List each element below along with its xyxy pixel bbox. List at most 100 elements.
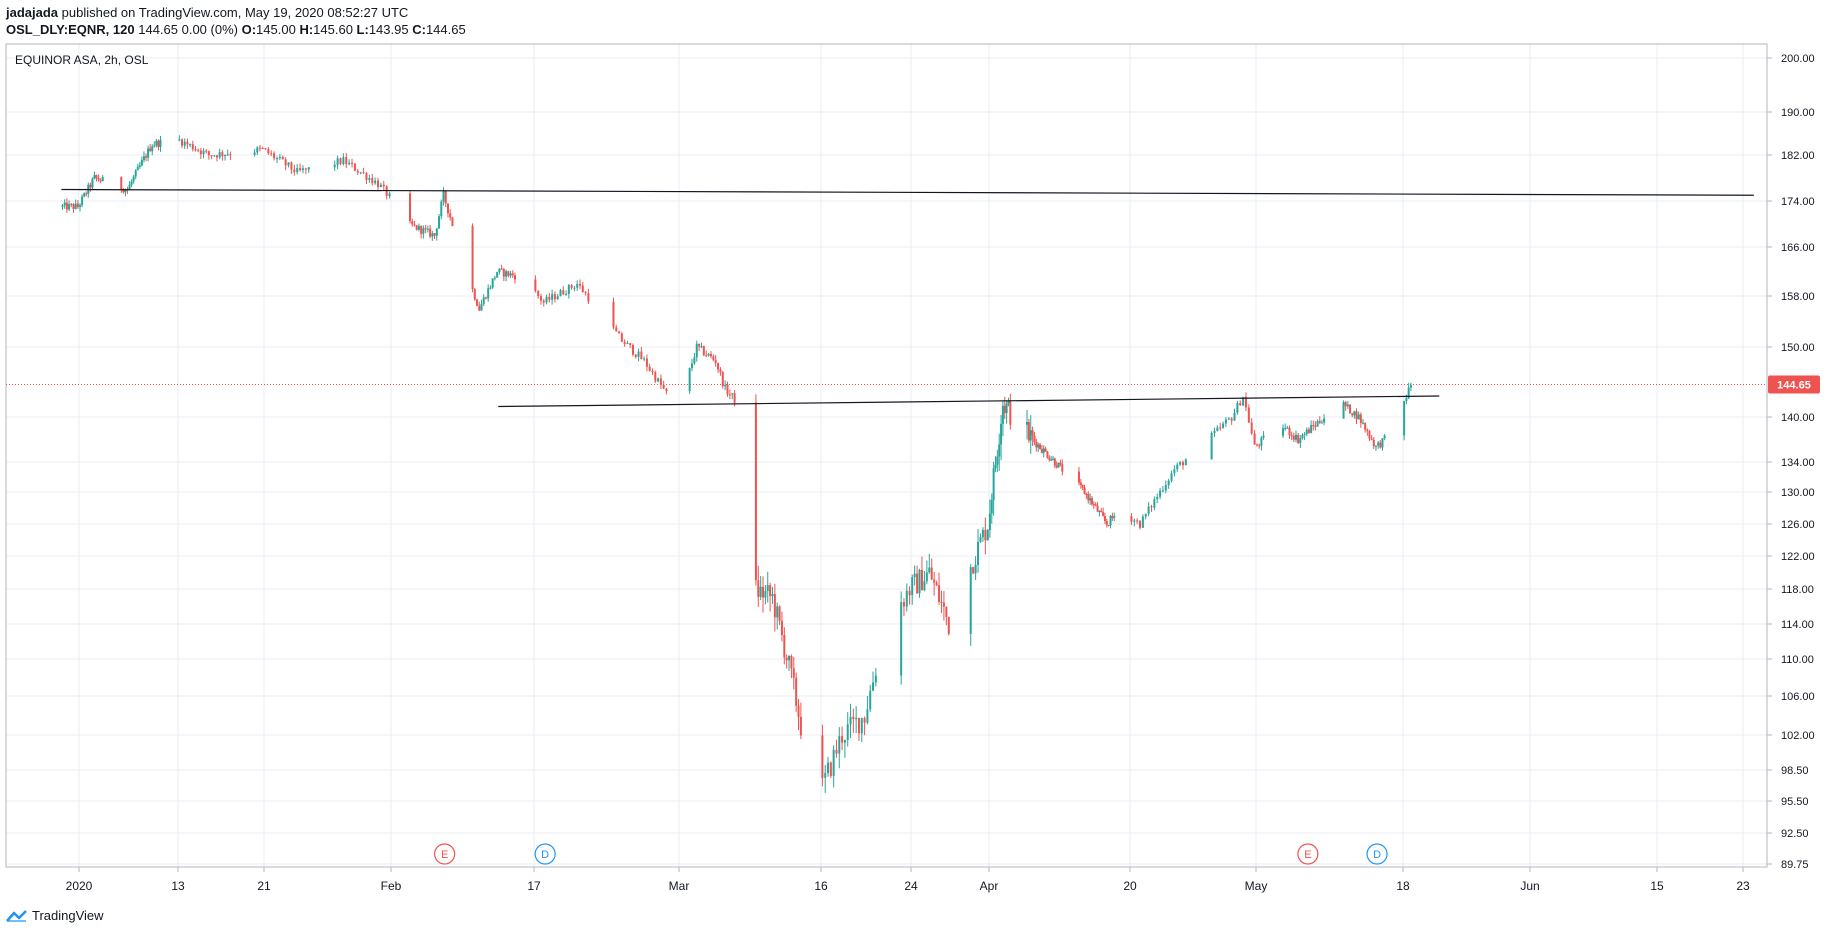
candle-body xyxy=(498,268,501,273)
candle-body xyxy=(688,368,691,392)
candle-body xyxy=(1044,448,1047,452)
candle-body xyxy=(1377,442,1380,446)
candle-body xyxy=(1227,418,1230,420)
candle-body xyxy=(662,384,665,389)
candle-body xyxy=(717,363,720,370)
candle-body xyxy=(426,228,429,230)
candle-body xyxy=(1026,422,1029,425)
candle-body xyxy=(293,169,296,173)
price-info: 144.65 0.00 (0%) xyxy=(138,22,238,37)
footer[interactable]: TradingView xyxy=(6,908,104,923)
time-axis[interactable]: 2020 13 21 Feb 17 Mar 16 24 Apr 20 May 18 Jun 15 23 xyxy=(66,867,1750,893)
candle-body xyxy=(1167,480,1170,486)
candle-body xyxy=(911,577,914,596)
candle-body xyxy=(846,724,849,740)
candle-body xyxy=(81,196,84,206)
candle-body xyxy=(382,184,385,187)
candle-body xyxy=(484,297,487,299)
candle-body xyxy=(587,293,590,302)
event-marker-label: D xyxy=(541,849,549,861)
candle-body xyxy=(534,279,537,291)
dividend-marker[interactable] xyxy=(1366,843,1388,865)
candle-body xyxy=(296,168,299,173)
candle-body xyxy=(1323,418,1326,423)
close-label: C: xyxy=(412,22,426,37)
candle-body xyxy=(1250,422,1253,434)
candle-body xyxy=(509,273,512,276)
candle-body xyxy=(827,762,830,774)
x-tick-label: 24 xyxy=(904,879,918,893)
candle-body xyxy=(215,155,218,158)
candle-body xyxy=(576,283,579,288)
candle-body xyxy=(444,191,447,204)
candle-body xyxy=(1111,515,1114,518)
x-tick-label: 21 xyxy=(257,879,271,893)
candle-body xyxy=(500,268,503,270)
candle-body xyxy=(336,158,339,165)
candle-body xyxy=(281,156,284,160)
earnings-marker[interactable] xyxy=(1297,843,1319,865)
x-tick-label: Jun xyxy=(1520,879,1539,893)
candle-body xyxy=(1210,432,1213,460)
y-tick-label: 110.00 xyxy=(1781,654,1814,666)
candle-body xyxy=(368,178,371,181)
x-tick-label: May xyxy=(1245,879,1268,893)
author-name[interactable]: jadajada xyxy=(6,5,59,20)
candle-body xyxy=(992,468,995,501)
candle-body xyxy=(618,331,621,334)
candle-body xyxy=(1039,444,1042,449)
earnings-marker[interactable] xyxy=(434,843,456,865)
candle-body xyxy=(542,300,545,303)
candle-body xyxy=(70,204,73,206)
candle-body xyxy=(1055,465,1058,468)
candle-body xyxy=(1305,429,1308,435)
candle-body xyxy=(1379,442,1382,448)
y-tick-label: 130.00 xyxy=(1781,487,1815,499)
candle-body xyxy=(1301,435,1304,439)
chart-title: EQUINOR ASA, 2h, OSL xyxy=(15,53,149,67)
candle-body xyxy=(797,705,800,717)
candle-body xyxy=(979,537,982,542)
candle-body xyxy=(1312,425,1315,427)
candle-body xyxy=(438,216,441,229)
trendlines[interactable] xyxy=(61,188,1754,408)
trend-line[interactable] xyxy=(61,188,1754,196)
price-axis[interactable]: 200.00 190.00 182.00 174.00 166.00 158.00 150.… xyxy=(1767,53,1820,871)
candle-body xyxy=(270,153,273,155)
candle-body xyxy=(1242,397,1245,406)
candle-body xyxy=(91,178,94,188)
candle-body xyxy=(197,149,200,151)
candle-body xyxy=(693,357,696,364)
candle-body xyxy=(908,590,911,596)
candle-body xyxy=(1100,511,1103,513)
candle-body xyxy=(435,228,438,236)
candle-body xyxy=(1050,459,1053,461)
candle-body xyxy=(942,602,945,607)
dividend-marker[interactable] xyxy=(534,843,556,865)
candle-body xyxy=(754,402,757,581)
candle-body xyxy=(1105,521,1108,526)
candle-body xyxy=(136,166,139,171)
y-tick-label: 122.00 xyxy=(1781,551,1815,563)
candle-body xyxy=(1374,445,1377,447)
trend-line[interactable] xyxy=(498,395,1440,408)
candle-body xyxy=(1098,511,1101,513)
candle-body xyxy=(1383,435,1386,439)
candle-body xyxy=(981,529,984,538)
candle-body xyxy=(698,343,701,347)
candle-body xyxy=(1090,498,1093,505)
candle-body xyxy=(186,141,189,145)
candle-body xyxy=(1007,400,1010,404)
candle-body xyxy=(835,749,838,754)
candle-body xyxy=(226,154,229,156)
candle-body xyxy=(1409,385,1412,388)
candle-body xyxy=(83,193,86,197)
x-tick-label: 23 xyxy=(1736,879,1750,893)
candle-body xyxy=(63,202,66,206)
candle-body xyxy=(792,668,795,678)
open-value: 145.00 xyxy=(256,22,296,37)
event-marker-label: E xyxy=(441,849,448,861)
candle-body xyxy=(654,372,657,382)
